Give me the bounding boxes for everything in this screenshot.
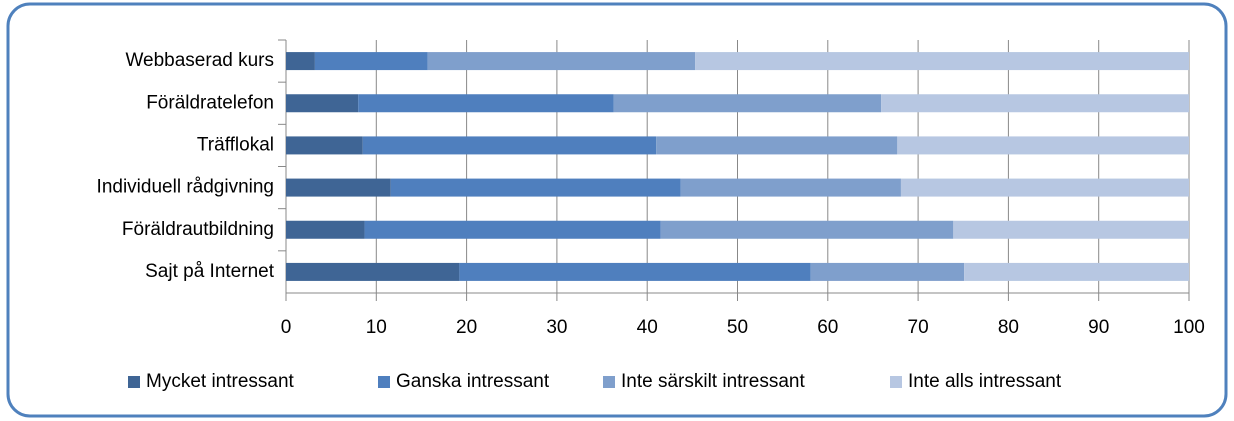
x-tick-label: 10 xyxy=(366,317,387,338)
bar-segment xyxy=(656,136,898,155)
bar-segment xyxy=(613,94,882,113)
legend-swatch xyxy=(378,376,390,388)
y-tick-label: Träfflokal xyxy=(197,134,274,155)
bar-segment xyxy=(286,262,460,281)
bar-segment xyxy=(427,52,696,71)
bar-segment xyxy=(881,94,1189,113)
bar-segment xyxy=(358,94,614,113)
x-tick-label: 30 xyxy=(546,317,567,338)
bar-segment xyxy=(897,136,1189,155)
y-tick-label: Webbaserad kurs xyxy=(125,50,274,71)
bar-segment xyxy=(695,52,1189,71)
x-tick-label: 90 xyxy=(1088,317,1109,338)
bar-segment xyxy=(362,136,657,155)
bar-segment xyxy=(364,220,661,239)
y-tick-label: Föräldrautbildning xyxy=(122,219,274,240)
bar-segment xyxy=(286,220,365,239)
y-tick-label: Sajt på Internet xyxy=(145,261,275,282)
y-tick-label: Individuell rådgivning xyxy=(97,177,274,198)
legend-swatch xyxy=(890,376,902,388)
x-tick-label: 80 xyxy=(998,317,1019,338)
bar-segment xyxy=(680,178,901,197)
x-tick-label: 40 xyxy=(637,317,658,338)
legend-label: Inte särskilt intressant xyxy=(621,371,805,392)
bar-segment xyxy=(953,220,1189,239)
bar-segment xyxy=(286,94,359,113)
legend-swatch xyxy=(128,376,140,388)
x-tick-label: 0 xyxy=(281,317,292,338)
bar-segment xyxy=(314,52,428,71)
bar-segment xyxy=(459,262,811,281)
bar-segment xyxy=(286,178,391,197)
y-tick-label: Föräldratelefon xyxy=(146,92,274,113)
x-tick-label: 100 xyxy=(1173,317,1205,338)
bar-segment xyxy=(660,220,954,239)
legend-label: Inte alls intressant xyxy=(908,371,1062,392)
x-tick-label: 60 xyxy=(817,317,838,338)
bar-segment xyxy=(286,136,363,155)
bar-segment xyxy=(810,262,965,281)
x-tick-label: 70 xyxy=(908,317,929,338)
bar-segment xyxy=(286,52,315,71)
bar-segment xyxy=(900,178,1189,197)
x-tick-label: 20 xyxy=(456,317,477,338)
bar-segment xyxy=(390,178,681,197)
legend-swatch xyxy=(603,376,615,388)
bar-segment xyxy=(964,262,1189,281)
legend-label: Ganska intressant xyxy=(396,371,550,392)
x-tick-label: 50 xyxy=(727,317,748,338)
legend-label: Mycket intressant xyxy=(146,371,295,392)
